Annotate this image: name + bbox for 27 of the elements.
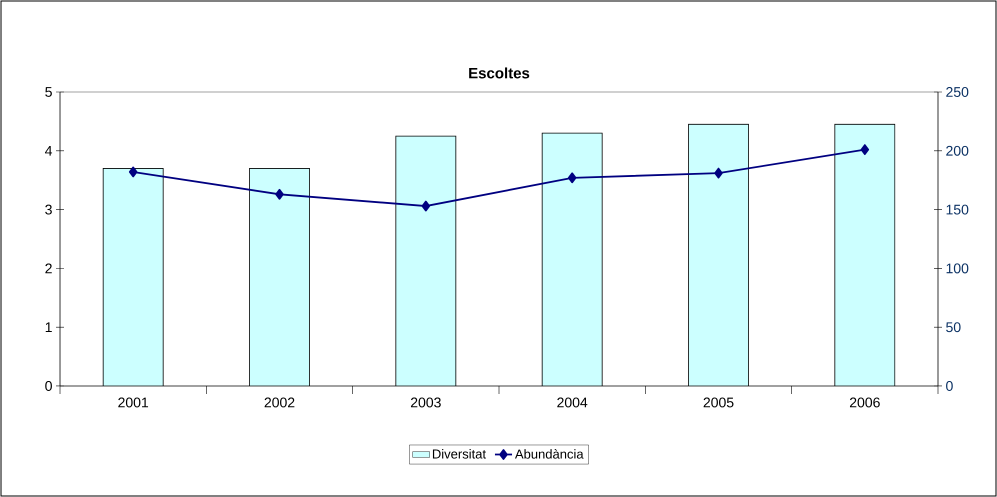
point xyxy=(275,188,284,200)
y2-tick-label: 0 xyxy=(946,381,953,391)
point xyxy=(422,200,430,212)
legend-label: Abundància xyxy=(514,448,584,459)
y-tick-label: 1 xyxy=(46,322,52,332)
x-tick-label: 2002 xyxy=(264,398,294,408)
x-tick-label: 2003 xyxy=(410,398,441,408)
point xyxy=(714,168,723,179)
y2-tick-label: 50 xyxy=(946,322,961,332)
y2-tick-label: 100 xyxy=(946,263,968,274)
point xyxy=(568,172,576,184)
legend-label: Diversitat xyxy=(432,449,486,459)
point xyxy=(128,166,138,178)
x-tick-label: 2006 xyxy=(850,398,880,408)
y2-tick-label: 150 xyxy=(946,204,968,215)
x-tick-label: 2005 xyxy=(704,398,734,408)
x-tick-label: 2001 xyxy=(118,398,148,408)
y-tick-label: 2 xyxy=(45,263,52,274)
y-tick-label: 5 xyxy=(45,87,52,97)
y-tick-label: 4 xyxy=(45,146,52,156)
y2-tick-label: 200 xyxy=(946,146,968,156)
x-tick-label: 2004 xyxy=(557,398,588,408)
y-tick-label: 3 xyxy=(45,204,52,215)
y-tick-label: 0 xyxy=(45,381,52,391)
chart-title: Escoltes xyxy=(469,67,530,78)
point xyxy=(860,144,870,156)
y2-tick-label: 250 xyxy=(946,87,968,97)
